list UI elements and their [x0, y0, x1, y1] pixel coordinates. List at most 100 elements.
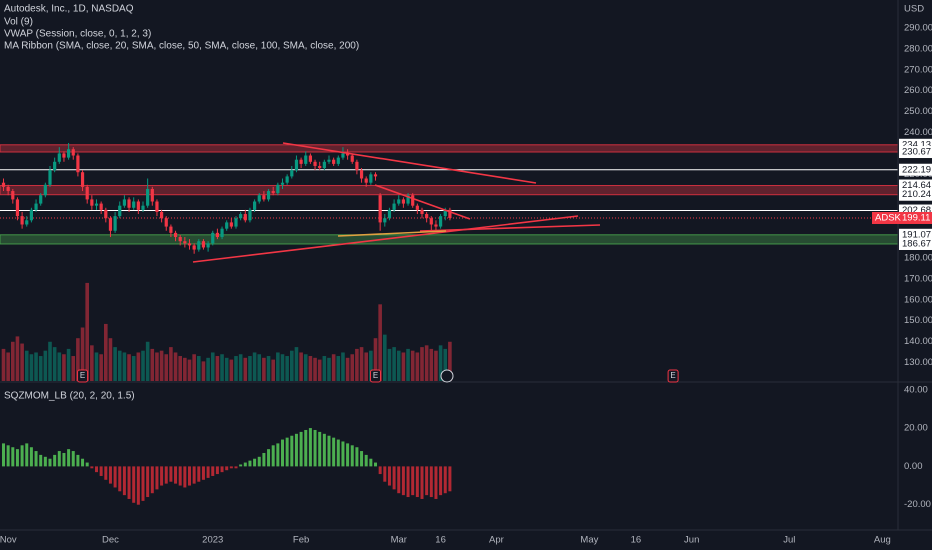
momentum-bar	[304, 429, 308, 467]
candle-body	[299, 159, 303, 164]
candle-body	[80, 172, 85, 187]
volume-bar	[266, 356, 271, 381]
candle-body	[127, 199, 131, 208]
volume-bar	[248, 356, 252, 381]
momentum-bar	[234, 466, 238, 469]
volume-bar	[48, 341, 52, 381]
volume-bar	[29, 354, 34, 381]
momentum-bar	[285, 437, 289, 467]
momentum-bar	[192, 466, 196, 484]
indicator-label: SQZMOM_LB (20, 2, 20, 1.5)	[4, 391, 135, 402]
momentum-bar	[271, 445, 275, 467]
indicator-label: Vol (9)	[4, 17, 33, 28]
momentum-bar	[11, 447, 15, 467]
candle-body	[39, 195, 43, 204]
momentum-bar	[53, 454, 57, 467]
candle-body	[308, 155, 312, 162]
event-label: E	[373, 371, 378, 380]
volume-bar	[145, 341, 150, 381]
momentum-bar	[220, 466, 224, 473]
volume-bar	[276, 352, 280, 381]
last-price-box	[872, 211, 932, 224]
momentum-bar	[95, 466, 98, 473]
volume-bar	[104, 323, 108, 381]
candle-body	[85, 186, 89, 200]
volume-bar	[187, 359, 192, 381]
momentum-bar	[90, 466, 94, 469]
volume-bar	[85, 282, 89, 381]
momentum-bar	[355, 447, 359, 467]
momentum-bar	[29, 447, 33, 467]
momentum-bar	[132, 466, 136, 503]
momentum-bar	[425, 466, 429, 496]
candle-body	[257, 195, 261, 202]
candle-body	[378, 195, 382, 223]
candle-body	[173, 232, 178, 238]
momentum-bar	[290, 435, 294, 467]
x-tick-label: Feb	[293, 535, 309, 546]
volume-bar	[341, 352, 345, 381]
candle-body	[141, 205, 145, 210]
candle-body	[76, 155, 80, 173]
momentum-bar	[346, 443, 350, 467]
momentum-bar	[206, 466, 210, 478]
momentum-bar	[62, 452, 66, 467]
volume-bar	[141, 350, 145, 381]
volume-bar	[113, 347, 117, 381]
candle-body	[373, 174, 378, 177]
volume-bar	[322, 356, 327, 381]
momentum-bar	[15, 449, 19, 467]
candle-body	[397, 199, 401, 204]
momentum-bar	[174, 466, 178, 484]
candle-body	[229, 222, 233, 227]
momentum-bar	[136, 466, 140, 505]
momentum-bar	[211, 466, 215, 476]
momentum-bar	[411, 466, 415, 496]
candle-body	[160, 211, 164, 219]
volume-bar	[117, 350, 122, 381]
volume-bar	[299, 352, 303, 381]
volume-bar	[66, 348, 71, 381]
momentum-bar	[81, 458, 85, 467]
volume-bar	[80, 327, 85, 381]
momentum-bar	[369, 458, 373, 467]
candle-body	[225, 222, 229, 229]
volume-bar	[415, 352, 420, 381]
volume-bar	[38, 356, 43, 381]
momentum-bar	[276, 443, 280, 467]
y-tick-label: -20.00	[904, 499, 931, 510]
y-tick-label: 20.00	[904, 423, 928, 434]
volume-bar	[20, 343, 24, 381]
volume-bar	[11, 341, 15, 381]
momentum-bar	[308, 428, 312, 467]
volume-bar	[355, 348, 359, 381]
volume-bar	[378, 304, 382, 381]
candle-body	[132, 201, 136, 208]
dividend-icon[interactable]	[440, 369, 454, 383]
candle-body	[187, 243, 192, 246]
volume-bar	[183, 357, 187, 381]
volume-bar	[76, 338, 80, 381]
volume-bar	[197, 356, 201, 381]
volume-bar	[210, 352, 215, 381]
candle-body	[387, 209, 392, 219]
momentum-bar	[332, 437, 336, 467]
volume-bar	[243, 357, 248, 381]
volume-bar	[420, 347, 424, 381]
volume-bar	[308, 356, 313, 381]
momentum-bar	[164, 466, 168, 484]
momentum-bar	[85, 462, 89, 467]
candle-body	[318, 165, 322, 169]
candle-body	[415, 205, 419, 210]
candle-body	[369, 174, 373, 183]
candle-body	[11, 191, 15, 200]
candle-body	[425, 214, 429, 219]
candle-body	[429, 218, 433, 225]
y-tick-label: 0.00	[904, 461, 923, 472]
momentum-bar	[341, 441, 345, 467]
momentum-bar	[197, 466, 201, 482]
volume-bar	[364, 352, 368, 381]
candle-body	[43, 184, 47, 196]
momentum-bar	[39, 454, 43, 467]
